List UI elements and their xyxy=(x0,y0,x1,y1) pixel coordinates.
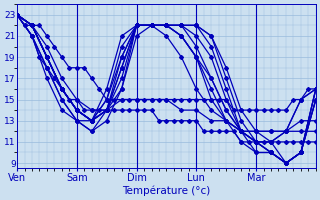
X-axis label: Température (°c): Température (°c) xyxy=(122,185,211,196)
